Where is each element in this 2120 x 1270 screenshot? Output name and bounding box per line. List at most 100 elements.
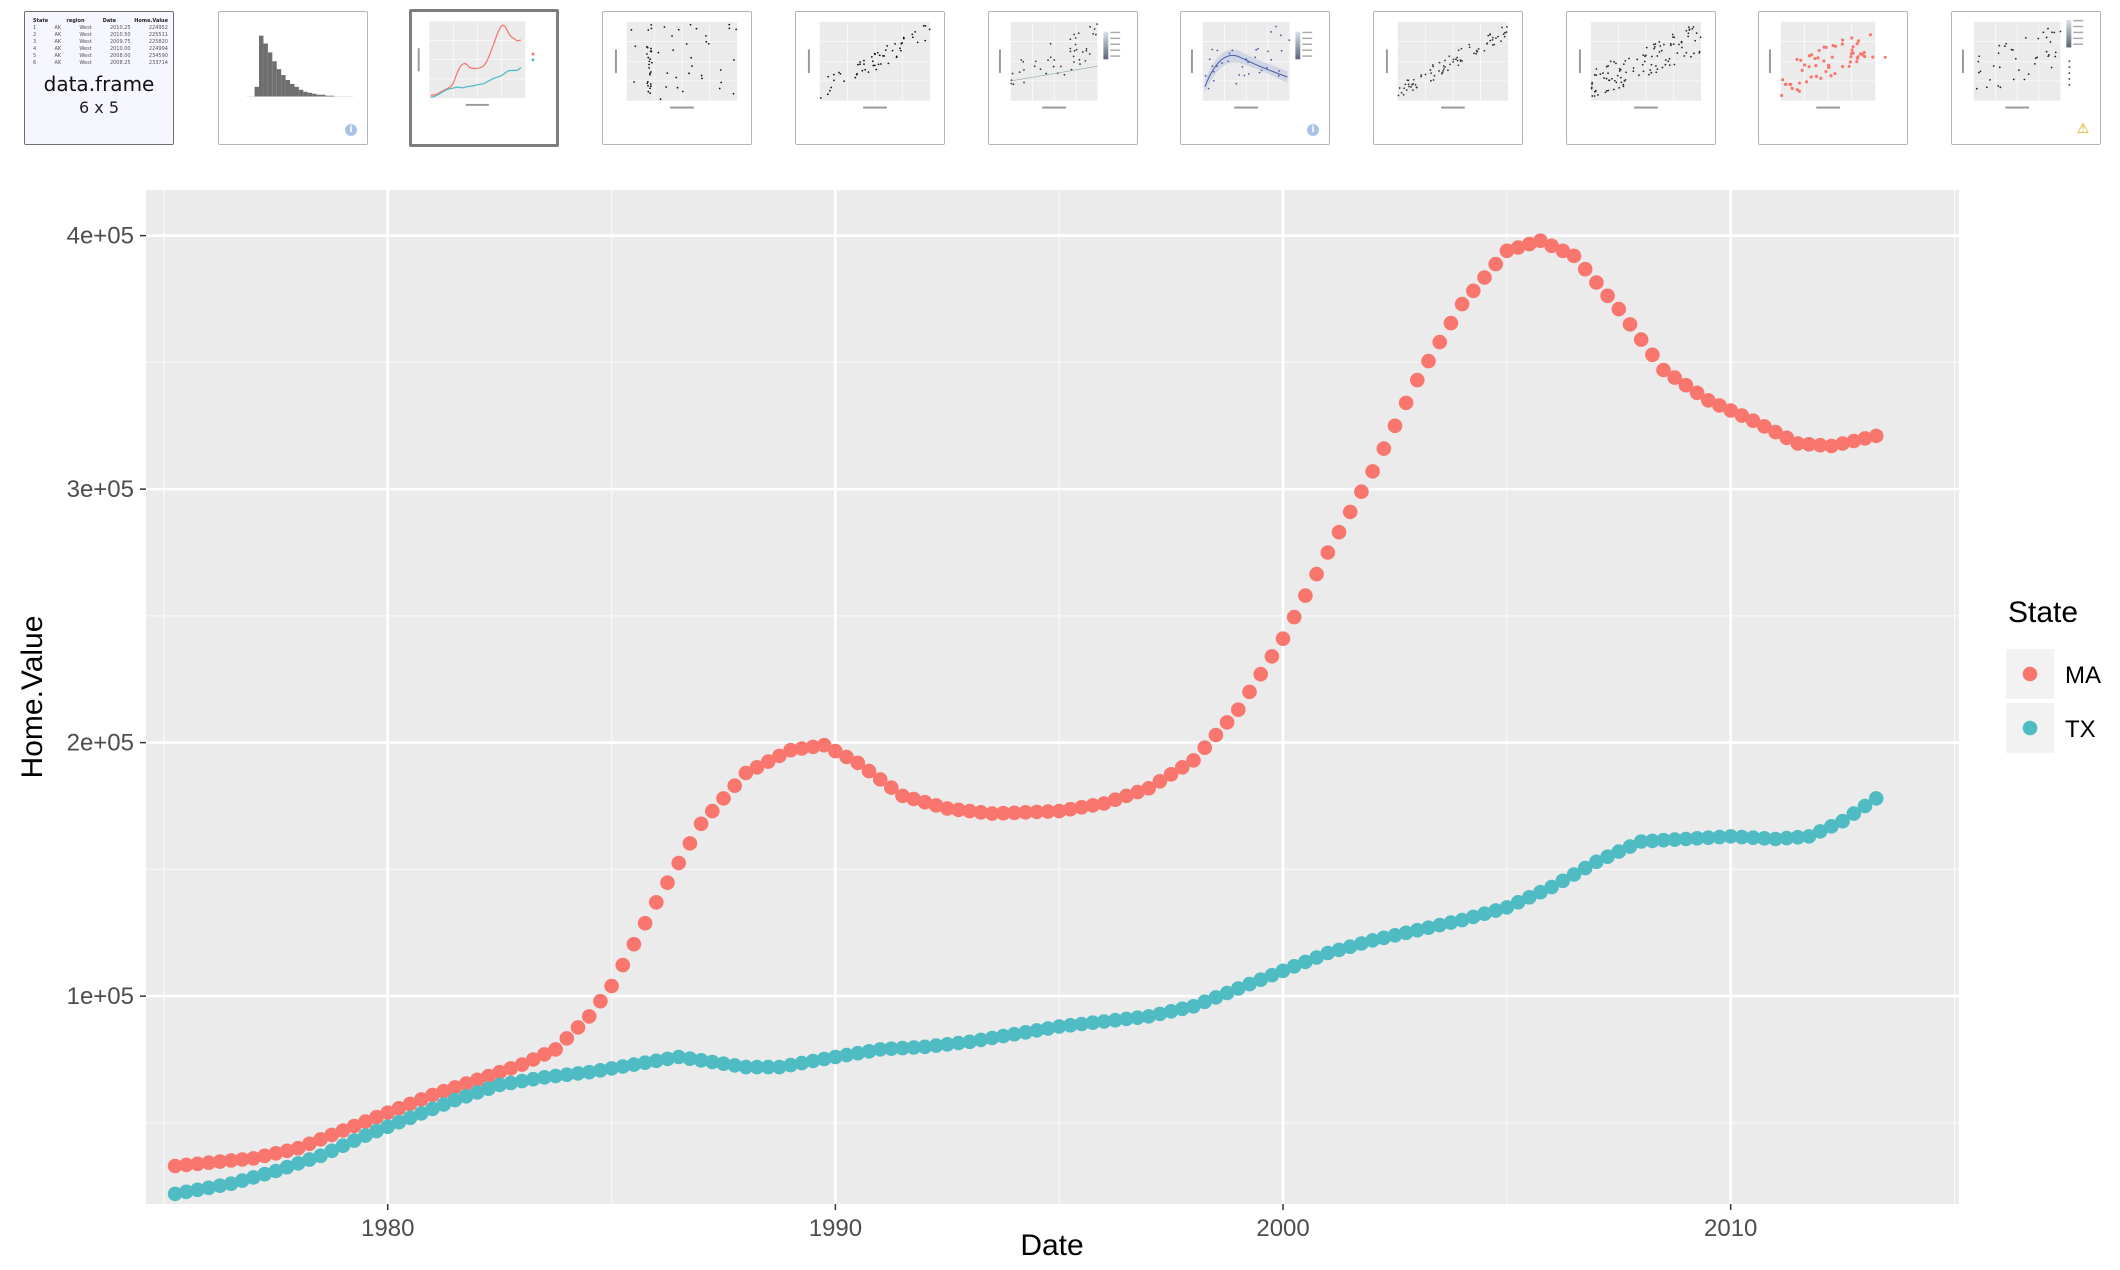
data-point-MA [637, 915, 653, 931]
data-point-TX [604, 1061, 619, 1076]
thumbnail-scatter-4[interactable] [1566, 11, 1716, 145]
data-point-TX [548, 1068, 563, 1084]
minor-gridlines [146, 190, 1959, 1204]
data-point-MA [1522, 236, 1537, 252]
data-point-TX [1298, 954, 1313, 970]
x-axis-title: Date [1020, 1229, 1083, 1262]
data-point-MA [1477, 270, 1492, 285]
data-point-MA [1868, 428, 1884, 444]
data-point-MA [1007, 805, 1022, 821]
data-point-TX [1040, 1021, 1056, 1036]
thumbnail-dataframe[interactable]: State region Date Home.Value 1 AK West 2010.25 2… [24, 11, 174, 145]
data-point-TX [1723, 829, 1738, 844]
thumbnail-scatter-legend[interactable]: ⚠ [1951, 11, 2101, 145]
data-point-MA [906, 791, 921, 807]
thumbnail-scatter-red[interactable] [1758, 11, 1908, 145]
data-point-MA [1846, 433, 1862, 449]
data-point-MA [1577, 261, 1593, 277]
data-point-MA [1645, 347, 1660, 363]
thumbnail-scatter-smooth[interactable]: i [1180, 11, 1330, 145]
data-point-MA [1331, 524, 1347, 540]
data-point-MA [649, 895, 664, 910]
data-point-TX [1835, 813, 1850, 829]
data-point-MA [917, 794, 933, 810]
data-point-TX [346, 1133, 362, 1148]
data-point-TX [1812, 824, 1828, 839]
data-point-MA [984, 806, 1000, 821]
data-point-MA [1051, 803, 1067, 819]
data-point-TX [324, 1143, 340, 1159]
data-point-MA [1152, 774, 1168, 789]
data-point-MA [257, 1148, 272, 1164]
data-point-TX [749, 1059, 765, 1075]
data-point-TX [861, 1044, 877, 1059]
info-icon[interactable]: i [345, 124, 357, 136]
data-point-MA [1119, 788, 1134, 804]
thumbnail-line-chart[interactable] [409, 9, 559, 147]
data-point-MA [962, 803, 977, 819]
data-point-MA [1824, 438, 1839, 454]
data-point-TX [1264, 967, 1280, 983]
dataframe-label: data.frame [43, 72, 155, 96]
data-point-MA [470, 1072, 485, 1088]
data-point-MA [559, 1031, 575, 1046]
data-point-MA [1107, 792, 1123, 807]
data-point-TX [839, 1047, 854, 1063]
data-point-TX [1645, 833, 1660, 849]
data-point-TX [1208, 990, 1224, 1005]
y-axis-title: Home.Value [16, 616, 49, 779]
data-point-TX [1242, 976, 1257, 992]
data-point-MA [1085, 798, 1101, 813]
thumbnail-scatter-1[interactable] [602, 11, 752, 145]
data-point-MA [537, 1047, 552, 1062]
y-tick-label: 2e+05 [67, 730, 134, 757]
data-point-MA [391, 1101, 407, 1116]
data-point-MA [1029, 804, 1045, 820]
data-point-MA [1712, 398, 1727, 413]
info-icon[interactable]: i [1307, 124, 1319, 136]
data-point-MA [850, 755, 866, 771]
data-point-TX [1219, 985, 1235, 1001]
data-point-TX [850, 1045, 866, 1061]
data-point-TX [223, 1176, 239, 1191]
data-point-MA [402, 1096, 418, 1112]
data-point-MA [190, 1156, 205, 1172]
data-point-TX [928, 1038, 944, 1053]
data-point-TX [895, 1040, 910, 1056]
data-point-MA [1812, 437, 1828, 453]
data-point-TX [1656, 832, 1671, 848]
data-point-MA [425, 1087, 440, 1103]
data-point-MA [1309, 566, 1324, 582]
y-tick-label: 3e+05 [67, 476, 134, 503]
data-point-MA [604, 978, 619, 994]
data-point-MA [1264, 649, 1280, 664]
warning-icon[interactable]: ⚠ [2076, 121, 2090, 137]
x-tick-label: 2010 [1704, 1215, 1757, 1242]
data-point-TX [1130, 1010, 1145, 1025]
data-point-MA [940, 801, 955, 816]
data-point-TX [1857, 798, 1873, 814]
data-point-MA [1801, 437, 1817, 452]
thumbnail-scatter-2[interactable] [795, 11, 945, 145]
data-point-TX [1790, 830, 1806, 845]
thumbnail-scatter-gradient[interactable] [988, 11, 1138, 145]
data-point-MA [1757, 419, 1772, 434]
data-point-MA [313, 1132, 328, 1147]
data-point-TX [1868, 791, 1884, 806]
data-point-TX [234, 1173, 250, 1188]
data-point-TX [1309, 950, 1324, 965]
data-point-MA [705, 803, 720, 819]
data-point-TX [380, 1119, 396, 1134]
data-point-MA [1298, 588, 1313, 603]
thumbnail-scatter-3[interactable] [1373, 11, 1523, 145]
data-point-TX [1398, 925, 1414, 941]
data-point-TX [951, 1035, 966, 1051]
thumbnail-preview [417, 21, 535, 106]
data-point-MA [1175, 760, 1190, 775]
data-point-TX [1342, 939, 1358, 954]
data-point-MA [1745, 413, 1761, 428]
data-point-TX [1107, 1012, 1123, 1028]
data-point-MA [201, 1155, 216, 1170]
thumbnail-histogram[interactable]: i [218, 11, 368, 145]
data-point-TX [872, 1042, 888, 1057]
